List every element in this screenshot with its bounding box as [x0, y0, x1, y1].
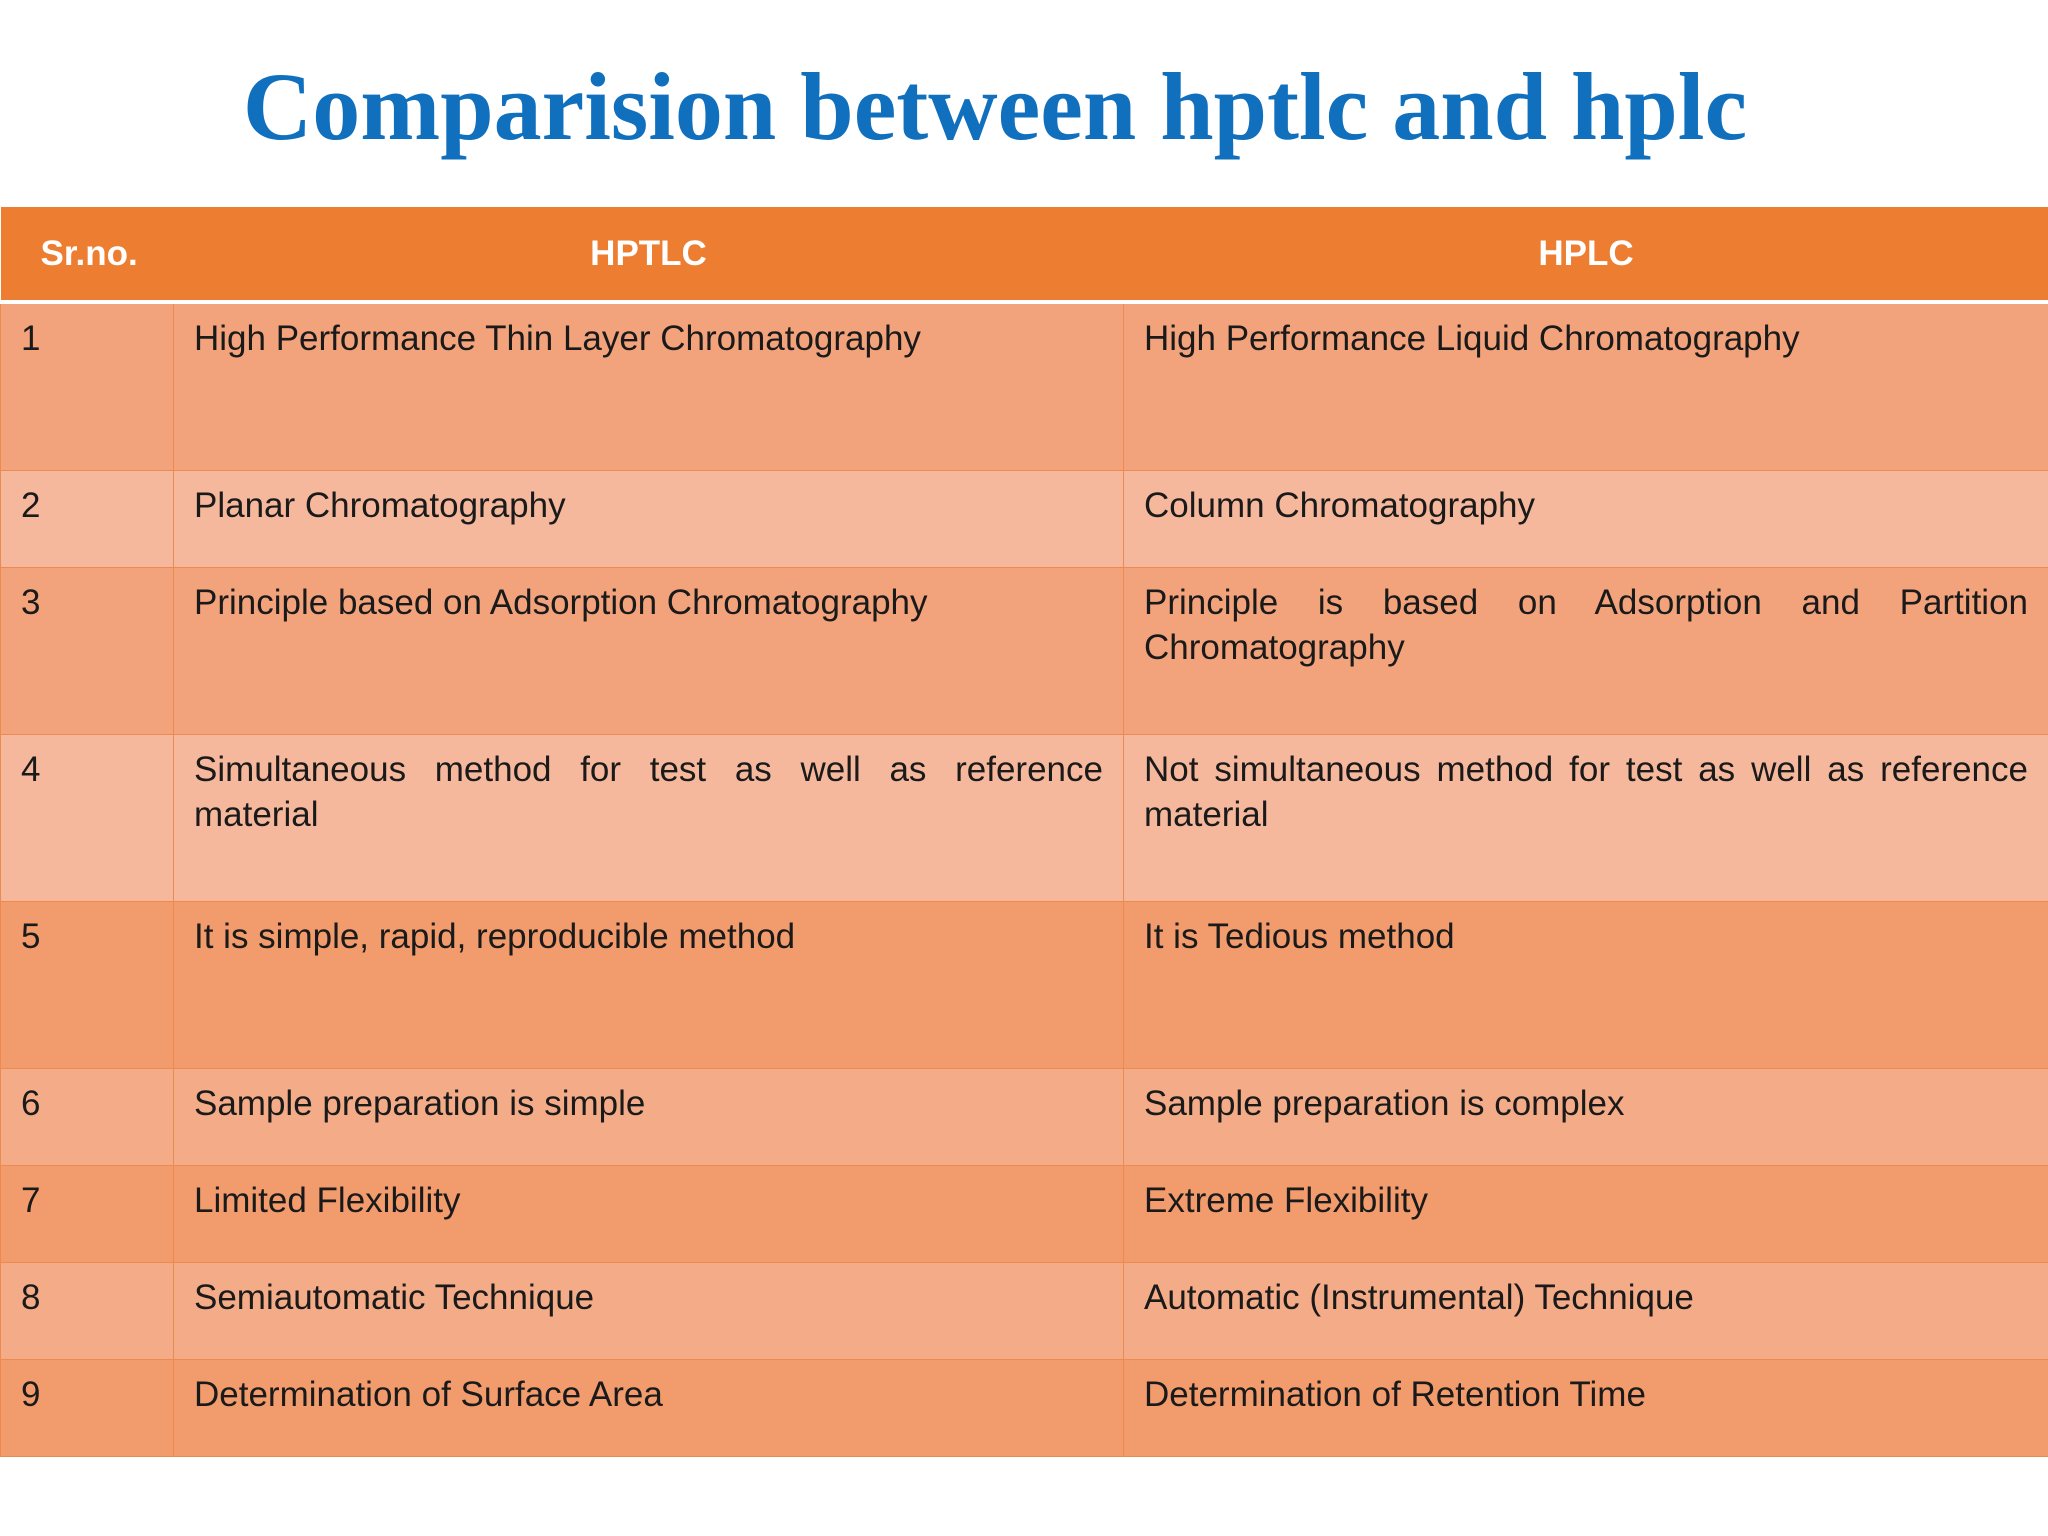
hptlc-cell: Planar Chromatography [173, 470, 1124, 568]
hplc-cell: Sample preparation is complex [1123, 1068, 2048, 1166]
row-number: 5 [0, 901, 174, 1069]
hplc-cell: Not simultaneous method for test as well… [1123, 734, 2048, 902]
header-hptlc: HPTLC [173, 207, 1124, 304]
row-number: 1 [0, 301, 174, 471]
hptlc-cell: Principle based on Adsorption Chromatogr… [173, 567, 1124, 735]
table-row: 6 Sample preparation is simple Sample pr… [0, 1068, 2048, 1166]
header-hplc: HPLC [1123, 207, 2048, 304]
hptlc-cell: Limited Flexibility [173, 1165, 1124, 1263]
row-number: 9 [0, 1359, 174, 1457]
hplc-cell: Column Chromatography [1123, 470, 2048, 568]
table-row: 4 Simultaneous method for test as well a… [0, 734, 2048, 902]
hptlc-cell: Determination of Surface Area [173, 1359, 1124, 1457]
hplc-cell: Principle is based on Adsorption and Par… [1123, 567, 2048, 735]
hptlc-cell: Semiautomatic Technique [173, 1262, 1124, 1360]
table-header: Sr.no. HPTLC HPLC [0, 207, 2048, 304]
row-number: 3 [0, 567, 174, 735]
table-row: 2 Planar Chromatography Column Chromatog… [0, 470, 2048, 568]
hptlc-cell: Sample preparation is simple [173, 1068, 1124, 1166]
hplc-cell: Determination of Retention Time [1123, 1359, 2048, 1457]
hplc-cell: Automatic (Instrumental) Technique [1123, 1262, 2048, 1360]
hptlc-cell: High Performance Thin Layer Chromatograp… [173, 301, 1124, 471]
row-number: 4 [0, 734, 174, 902]
comparison-table: Sr.no. HPTLC HPLC 1 High Performance Thi… [0, 207, 2048, 1457]
row-number: 7 [0, 1165, 174, 1263]
hplc-cell: It is Tedious method [1123, 901, 2048, 1069]
header-sr-no: Sr.no. [0, 207, 174, 304]
table-row: 7 Limited Flexibility Extreme Flexibilit… [0, 1165, 2048, 1263]
table-row: 3 Principle based on Adsorption Chromato… [0, 567, 2048, 735]
table-body: 1 High Performance Thin Layer Chromatogr… [0, 301, 2048, 1457]
hptlc-cell: Simultaneous method for test as well as … [173, 734, 1124, 902]
page-title: Comparision between hptlc and hplc [242, 53, 1748, 160]
table-row: 9 Determination of Surface Area Determin… [0, 1359, 2048, 1457]
hplc-cell: High Performance Liquid Chromatography [1123, 301, 2048, 471]
table-row: 8 Semiautomatic Technique Automatic (Ins… [0, 1262, 2048, 1360]
row-number: 8 [0, 1262, 174, 1360]
hplc-cell: Extreme Flexibility [1123, 1165, 2048, 1263]
table-row: 1 High Performance Thin Layer Chromatogr… [0, 301, 2048, 471]
row-number: 2 [0, 470, 174, 568]
hptlc-cell: It is simple, rapid, reproducible method [173, 901, 1124, 1069]
table-row: 5 It is simple, rapid, reproducible meth… [0, 901, 2048, 1069]
header-row: Sr.no. HPTLC HPLC [0, 207, 2048, 304]
row-number: 6 [0, 1068, 174, 1166]
